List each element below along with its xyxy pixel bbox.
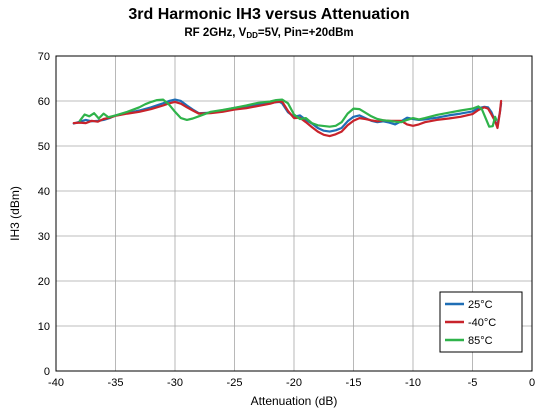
x-tick-label: -10 bbox=[405, 377, 421, 389]
series-line-0 bbox=[72, 98, 503, 133]
x-tick-label: -40 bbox=[48, 377, 64, 389]
y-tick-label: 70 bbox=[38, 51, 50, 63]
subtitle-suffix: =5V, Pin=+20dBm bbox=[257, 27, 354, 39]
series-lines bbox=[72, 98, 503, 138]
y-tick-label: 10 bbox=[38, 321, 50, 333]
legend: 25°C -40°C 85°C bbox=[439, 291, 523, 353]
x-tick-label: 0 bbox=[529, 377, 535, 389]
plot-frame bbox=[55, 55, 533, 372]
subtitle-prefix: RF 2GHz, V bbox=[184, 27, 247, 39]
x-axis-label: Attenuation (dB) bbox=[251, 394, 338, 408]
legend-label: 25°C bbox=[468, 299, 493, 311]
series-line-2 bbox=[78, 98, 498, 128]
x-tick-label: -35 bbox=[108, 377, 124, 389]
y-tick-label: 40 bbox=[38, 186, 50, 198]
legend-label: 85°C bbox=[468, 335, 493, 347]
subtitle-subscript: DD bbox=[246, 31, 258, 40]
x-tick-label: -30 bbox=[167, 377, 183, 389]
x-tick-label: -15 bbox=[346, 377, 362, 389]
chart-subtitle: RF 2GHz, VDD=5V, Pin=+20dBm bbox=[0, 27, 538, 40]
x-tick-label: -5 bbox=[468, 377, 478, 389]
y-tick-label: 60 bbox=[38, 96, 50, 108]
y-tick-label: 30 bbox=[38, 231, 50, 243]
x-tick-label: -20 bbox=[286, 377, 302, 389]
chart-title: 3rd Harmonic IH3 versus Attenuation bbox=[128, 6, 410, 23]
series-line-1 bbox=[72, 99, 503, 138]
y-tick-label: 50 bbox=[38, 141, 50, 153]
y-axis-label: IH3 (dBm) bbox=[8, 186, 22, 241]
axis-ticks: -40 -35 -30 -25 -20 -15 -10 -5 0 0 10 20 30 40 50 60 70 bbox=[38, 51, 535, 389]
legend-label: -40°C bbox=[468, 317, 496, 329]
x-tick-label: -25 bbox=[227, 377, 243, 389]
y-tick-label: 0 bbox=[44, 366, 50, 378]
y-tick-label: 20 bbox=[38, 276, 50, 288]
